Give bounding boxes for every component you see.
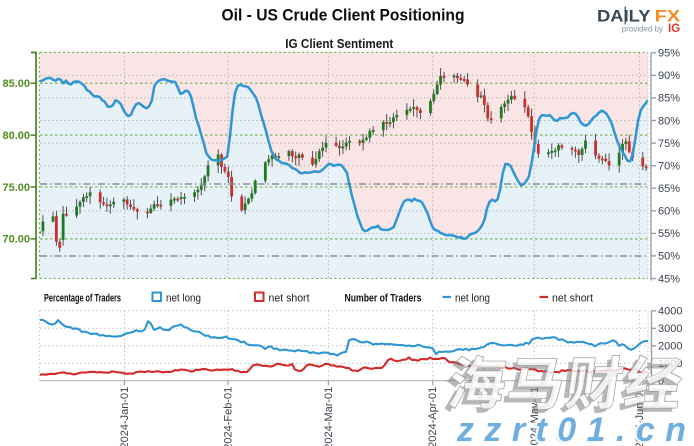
svg-text:2000: 2000 bbox=[658, 341, 682, 353]
svg-text:4000: 4000 bbox=[658, 306, 682, 318]
svg-text:zzrt01.cn: zzrt01.cn bbox=[456, 411, 686, 446]
svg-text:70%: 70% bbox=[658, 161, 680, 173]
svg-text:Number of Traders: Number of Traders bbox=[345, 293, 422, 305]
svg-text:45%: 45% bbox=[658, 273, 680, 285]
svg-text:zzrt01.cn: zzrt01.cn bbox=[456, 411, 686, 446]
svg-text:95%: 95% bbox=[658, 48, 680, 60]
svg-text:2024-Jan-01: 2024-Jan-01 bbox=[119, 387, 131, 446]
svg-text:80%: 80% bbox=[658, 115, 680, 127]
svg-text:net long: net long bbox=[166, 293, 201, 305]
svg-text:2024-Feb-01: 2024-Feb-01 bbox=[223, 387, 235, 446]
svg-text:75%: 75% bbox=[658, 138, 680, 150]
svg-text:net short: net short bbox=[269, 293, 310, 305]
svg-text:2024-Mar-01: 2024-Mar-01 bbox=[323, 387, 335, 446]
svg-text:3000: 3000 bbox=[658, 323, 682, 335]
svg-text:85.00: 85.00 bbox=[2, 78, 30, 90]
svg-text:50%: 50% bbox=[658, 251, 680, 263]
svg-text:85%: 85% bbox=[658, 93, 680, 105]
svg-text:DAILY: DAILY bbox=[597, 7, 651, 26]
svg-text:Oil - US Crude Client Position: Oil - US Crude Client Positioning bbox=[222, 6, 465, 25]
svg-text:80.00: 80.00 bbox=[2, 130, 30, 142]
svg-text:90%: 90% bbox=[658, 70, 680, 82]
svg-text:FX: FX bbox=[655, 7, 681, 26]
svg-text:60%: 60% bbox=[658, 206, 680, 218]
svg-text:IG Client Sentiment: IG Client Sentiment bbox=[285, 36, 394, 51]
svg-text:2024-Apr-01: 2024-Apr-01 bbox=[427, 387, 439, 446]
svg-text:net short: net short bbox=[552, 293, 593, 305]
svg-text:65%: 65% bbox=[658, 183, 680, 195]
svg-text:55%: 55% bbox=[658, 228, 680, 240]
svg-text:IG: IG bbox=[668, 23, 680, 35]
svg-text:zzrt01.cn: zzrt01.cn bbox=[454, 413, 684, 446]
svg-text:75.00: 75.00 bbox=[2, 182, 30, 194]
svg-text:net long: net long bbox=[455, 293, 490, 305]
svg-text:Percentage of Traders: Percentage of Traders bbox=[44, 293, 121, 305]
svg-text:provided by: provided by bbox=[622, 25, 663, 34]
svg-text:70.00: 70.00 bbox=[2, 234, 30, 246]
